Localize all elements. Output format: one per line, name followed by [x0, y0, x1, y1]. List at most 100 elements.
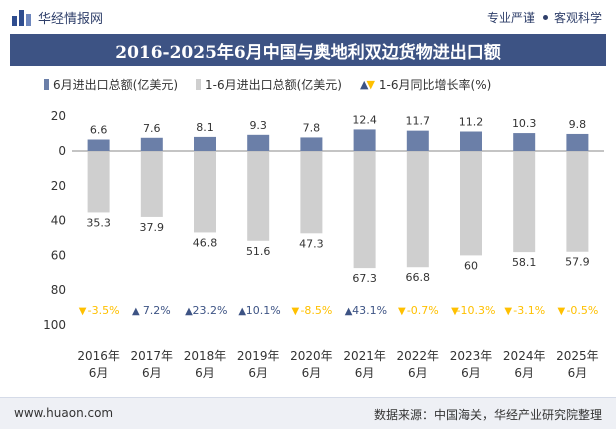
data-label-cumulative: 35.3 — [86, 216, 111, 229]
x-tick-label: 2022年 6月 — [397, 349, 440, 380]
triangle-up-icon: ▲ — [345, 306, 353, 317]
chart-title: 2016-2025年6月中国与奥地利双边货物进出口额 — [115, 42, 501, 63]
bar-cumulative — [566, 152, 589, 252]
y-tick-label: 100 — [43, 318, 66, 332]
x-tick-label: 2021年 6月 — [343, 349, 386, 380]
bar-monthly — [300, 137, 323, 151]
footer-source: 数据来源：中国海关，华经产业研究院整理 — [373, 408, 602, 422]
data-label-monthly: 11.2 — [459, 116, 484, 129]
legend-swatch-cumulative — [196, 79, 201, 90]
y-tick-label: 20 — [51, 179, 66, 193]
x-tick-label: 2025年 6月 — [556, 349, 599, 380]
data-label-growth: -8.5% — [300, 304, 332, 317]
data-label-monthly: 9.3 — [249, 119, 267, 132]
data-label-cumulative: 67.3 — [352, 272, 377, 285]
x-tick-label: 2023年 6月 — [450, 349, 493, 380]
data-label-growth: 7.2% — [143, 304, 171, 317]
footer: www.huaon.com 数据来源：中国海关，华经产业研究院整理 — [0, 397, 616, 429]
data-label-growth: 10.1% — [246, 304, 281, 317]
top-bar: 华经情报网 专业严谨 客观科学 — [0, 0, 616, 32]
bar-cumulative — [87, 152, 110, 213]
x-tick-label: 2017年 6月 — [131, 349, 174, 380]
bullet-icon — [542, 15, 548, 20]
bar-monthly — [566, 133, 589, 151]
y-tick-label: 60 — [51, 248, 66, 262]
footer-website[interactable]: www.huaon.com — [14, 406, 114, 420]
data-label-cumulative: 60 — [464, 259, 478, 272]
y-tick-label: 80 — [51, 283, 66, 297]
data-label-monthly: 9.8 — [569, 118, 587, 131]
x-tick-label: 2019年 6月 — [237, 349, 280, 380]
y-tick-label: 40 — [51, 214, 66, 228]
data-label-growth: -0.5% — [566, 304, 598, 317]
triangle-down-icon: ▼ — [451, 306, 459, 317]
triangle-down-icon: ▼ — [504, 306, 512, 317]
x-tick-label: 2020年 6月 — [290, 349, 333, 380]
bar-cumulative — [353, 152, 376, 269]
data-label-monthly: 7.8 — [303, 121, 321, 134]
triangle-down-icon: ▼ — [558, 306, 566, 317]
data-label-monthly: 6.6 — [90, 124, 108, 137]
data-label-growth: -3.5% — [88, 304, 120, 317]
bar-monthly — [247, 134, 270, 151]
y-tick-label: 0 — [58, 144, 66, 158]
bar-monthly — [353, 129, 376, 151]
bar-chart-logo-icon — [10, 9, 32, 26]
brand[interactable]: 华经情报网 — [10, 8, 103, 27]
legend-item-cumulative: 1-6月进出口总额(亿美元) — [196, 76, 342, 93]
triangle-up-icon: ▲ — [132, 306, 140, 317]
triangle-down-icon: ▼ — [292, 306, 300, 317]
data-label-growth: -0.7% — [407, 304, 439, 317]
data-label-monthly: 12.4 — [352, 113, 377, 126]
brand-name: 华经情报网 — [38, 12, 104, 27]
slogan-left: 专业严谨 — [486, 11, 535, 25]
data-label-growth: -3.1% — [513, 304, 545, 317]
data-label-monthly: 8.1 — [196, 121, 214, 134]
slogan: 专业严谨 客观科学 — [487, 9, 602, 26]
triangle-up-icon: ▲ — [238, 306, 246, 317]
bar-monthly — [406, 130, 429, 151]
bar-cumulative — [300, 152, 323, 234]
bar-monthly — [87, 139, 110, 151]
data-label-cumulative: 47.3 — [299, 237, 324, 250]
legend-label-cumulative: 1-6月进出口总额(亿美元) — [205, 78, 342, 92]
data-label-cumulative: 51.6 — [246, 245, 271, 258]
triangle-up-icon: ▲ — [185, 306, 193, 317]
bar-monthly — [194, 136, 216, 151]
legend-swatch-monthly — [44, 79, 49, 90]
legend-item-growth: ▲▼ 1-6月同比增长率(%) — [360, 76, 491, 93]
slogan-right: 客观科学 — [553, 11, 602, 25]
triangle-down-icon: ▼ — [398, 306, 406, 317]
legend: 6月进出口总额(亿美元) 1-6月进出口总额(亿美元) ▲▼ 1-6月同比增长率… — [44, 76, 491, 93]
bar-cumulative — [247, 152, 270, 241]
data-label-growth: 23.2% — [193, 304, 228, 317]
triangle-down-icon: ▼ — [79, 306, 87, 317]
data-label-monthly: 7.6 — [143, 122, 161, 135]
data-label-cumulative: 57.9 — [565, 256, 590, 269]
bar-cumulative — [513, 152, 536, 253]
y-tick-label: 20 — [51, 109, 66, 123]
x-tick-label: 2016年 6月 — [77, 349, 120, 380]
chart-title-bar: 2016-2025年6月中国与奥地利双边货物进出口额 — [10, 34, 606, 66]
bar-monthly — [460, 131, 482, 151]
bar-cumulative — [460, 152, 482, 256]
legend-growth-icon: ▲▼ — [359, 78, 375, 91]
data-label-cumulative: 46.8 — [193, 236, 218, 249]
legend-label-growth: 1-6月同比增长率(%) — [378, 78, 492, 92]
bar-cumulative — [140, 152, 163, 217]
data-label-monthly: 11.7 — [406, 115, 431, 128]
legend-item-monthly: 6月进出口总额(亿美元) — [44, 76, 178, 93]
legend-label-monthly: 6月进出口总额(亿美元) — [53, 78, 178, 92]
data-label-monthly: 10.3 — [512, 117, 537, 130]
x-tick-label: 2018年 6月 — [184, 349, 227, 380]
bar-cumulative — [406, 152, 429, 268]
bar-monthly — [513, 133, 536, 151]
bar-cumulative — [194, 152, 216, 233]
data-label-cumulative: 58.1 — [512, 256, 537, 269]
data-label-cumulative: 66.8 — [406, 271, 431, 284]
data-label-growth: 43.1% — [352, 304, 387, 317]
x-tick-label: 2024年 6月 — [503, 349, 546, 380]
bar-monthly — [140, 137, 163, 151]
